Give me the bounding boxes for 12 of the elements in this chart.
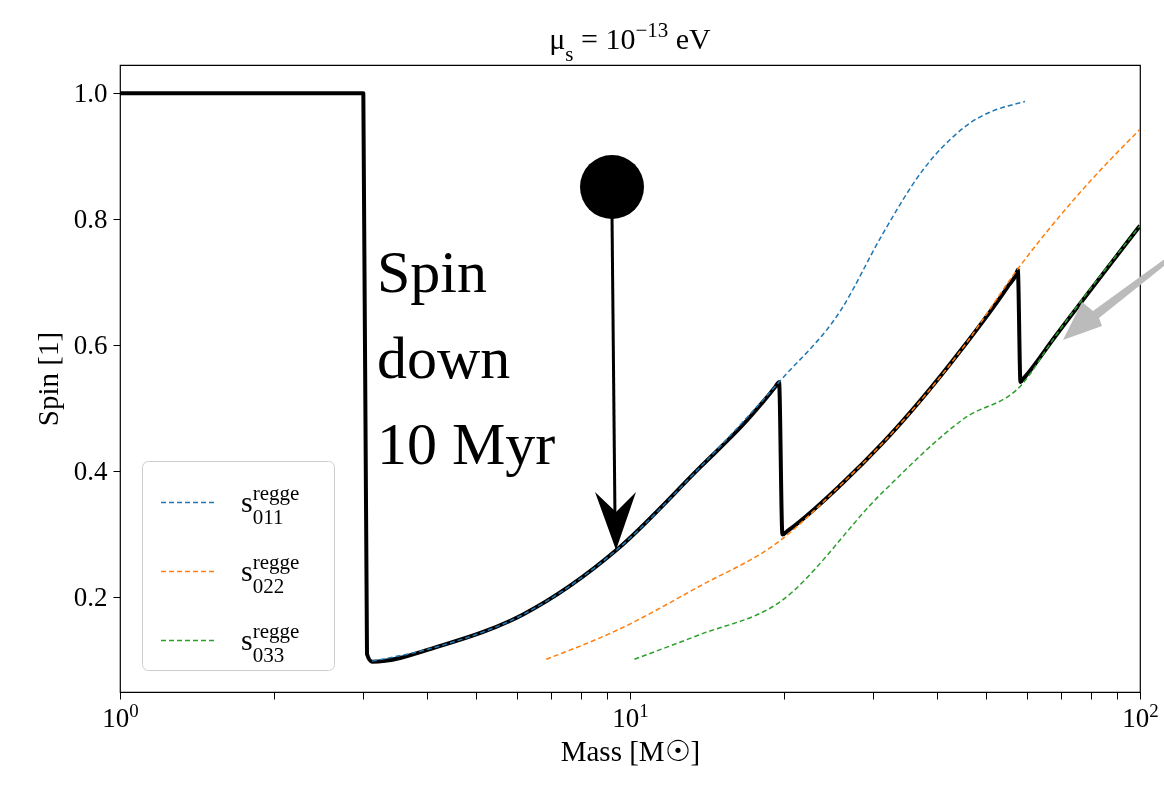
x-tick-label: 10$^{1}$ bbox=[612, 699, 649, 733]
y-tick-label: 0.6 bbox=[73, 329, 108, 360]
x-tick-label: 10$^{0}$ bbox=[102, 699, 139, 733]
y-tick-label: 1.0 bbox=[73, 77, 108, 108]
x-axis-title: Mass [M☉] bbox=[560, 734, 701, 767]
annotation: Spin down 10 Myr bbox=[377, 239, 556, 477]
chart-title: μ$_{s}$ = 10$^{−13}$ eV bbox=[549, 18, 712, 66]
y-axis-title: Spin [1] bbox=[31, 331, 64, 427]
y-tick-label: 0.4 bbox=[73, 455, 108, 486]
x-tick-label: 10$^{2}$ bbox=[1122, 699, 1159, 733]
y-tick-label: 0.8 bbox=[73, 203, 108, 234]
y-tick-label: 0.2 bbox=[73, 581, 108, 612]
